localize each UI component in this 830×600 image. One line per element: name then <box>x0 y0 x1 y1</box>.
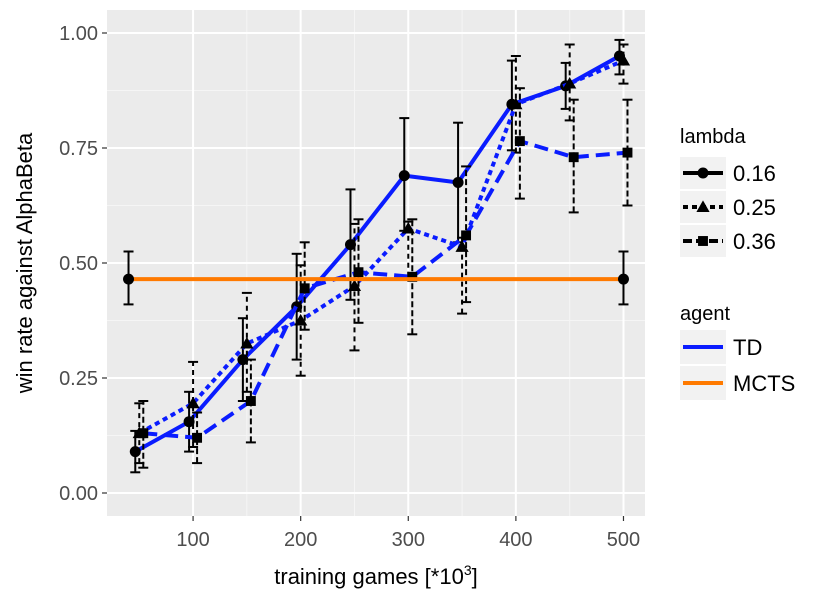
data-point <box>245 396 256 406</box>
data-point <box>192 432 203 443</box>
data-point <box>183 416 195 428</box>
data-point <box>129 446 141 458</box>
data-point <box>398 170 410 182</box>
legend-key-marker <box>696 200 710 212</box>
grid-major <box>107 10 645 516</box>
x-tick-label: 300 <box>392 529 425 551</box>
data-point <box>455 240 469 252</box>
data-point <box>568 152 579 163</box>
legend-label: 0.36 <box>733 229 776 254</box>
data-point <box>294 313 308 326</box>
legend-label: 0.16 <box>733 161 776 186</box>
legend-key-marker <box>697 167 709 179</box>
x-tick-label: 400 <box>499 529 532 551</box>
data-point <box>347 279 362 291</box>
x-axis-title-superscript: 3 <box>464 562 472 578</box>
x-tick-label: 100 <box>176 529 209 551</box>
data-point <box>123 273 135 285</box>
y-tick-label: 0.75 <box>59 138 98 160</box>
data-point <box>344 239 356 251</box>
data-point <box>186 396 200 409</box>
series-line <box>138 58 625 435</box>
y-tick-label: 1.00 <box>59 23 98 45</box>
data-point <box>407 271 418 282</box>
legend-label: MCTS <box>733 371 795 396</box>
y-axis: 0.00 0.25 0.50 0.75 1.00 <box>59 23 107 505</box>
series-layer <box>123 38 633 474</box>
x-tick-label: 500 <box>607 529 640 551</box>
x-axis-title: training games [*103] <box>274 562 477 589</box>
data-point <box>622 147 633 158</box>
series-line <box>143 138 628 440</box>
data-point <box>563 77 577 89</box>
x-tick-label: 200 <box>284 529 317 551</box>
data-point <box>237 354 249 366</box>
y-axis-title: win rate against AlphaBeta <box>12 132 37 394</box>
legend-label: TD <box>733 335 762 360</box>
y-tick-label: 0.00 <box>59 483 98 505</box>
data-point <box>240 336 254 349</box>
y-tick-label: 0.25 <box>59 368 98 390</box>
series-td-lambda-0-25 <box>132 43 631 465</box>
legend-lambda: lambda 0.16 0.25 0.36 <box>680 126 776 257</box>
legend-label: 0.25 <box>733 195 776 220</box>
data-point <box>514 136 525 147</box>
x-axis: 100 200 300 400 500 <box>176 516 640 551</box>
data-point <box>617 273 629 285</box>
data-point <box>452 177 464 188</box>
data-point <box>461 230 472 241</box>
data-point <box>353 267 364 278</box>
series-td-lambda-0-36 <box>138 87 633 469</box>
data-point <box>138 428 149 439</box>
data-point <box>299 283 310 294</box>
legend-key-marker <box>698 236 708 246</box>
data-point <box>616 54 631 66</box>
x-axis-title-suffix: ] <box>472 564 478 589</box>
legend-agent-title: agent <box>680 303 730 325</box>
series-mcts <box>123 250 629 306</box>
legend-lambda-title: lambda <box>680 126 746 148</box>
legend-agent: agent TD MCTS <box>680 303 795 400</box>
y-tick-label: 0.50 <box>59 253 98 275</box>
